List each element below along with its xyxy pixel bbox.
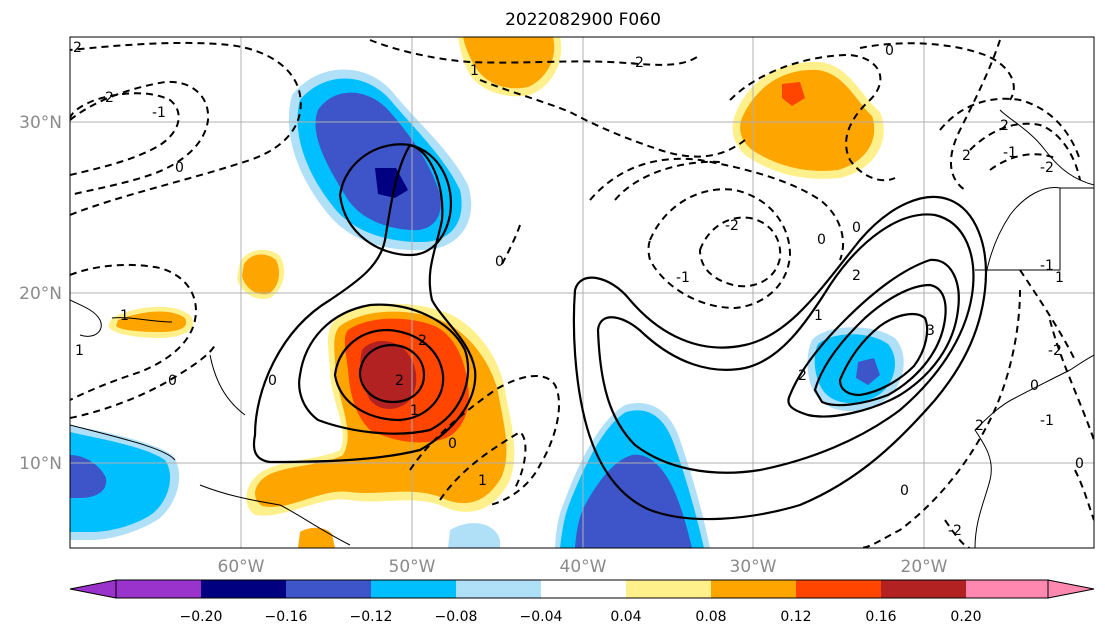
lon-label-60w: 60°W [218, 557, 265, 577]
contour-label: 1 [470, 63, 479, 79]
contour-label: 2 [798, 368, 807, 384]
contour-label: 2 [852, 268, 861, 284]
contour-label: -1 [152, 105, 166, 121]
contour-label: -1 [1040, 413, 1054, 429]
contour-label: 1 [814, 308, 823, 324]
contour-label: 0 [817, 232, 826, 248]
contour-label: 2 [962, 148, 971, 164]
colorbar-tick: 0.08 [695, 609, 726, 625]
contour-label: 0 [1030, 378, 1039, 394]
lat-label-30n: 30°N [19, 113, 62, 133]
contour-label: 0 [168, 373, 177, 389]
contour-label: -2 [948, 523, 962, 539]
contour-label: -2 [1048, 343, 1062, 359]
colorbar-swatch [201, 580, 286, 598]
lat-label-10n: 10°N [19, 454, 62, 474]
contour-label: 2 [395, 373, 404, 389]
colorbar-swatch [456, 580, 541, 598]
contour-label: -2 [630, 55, 644, 71]
colorbar-swatch [881, 580, 966, 598]
contour-label: -1 [1003, 145, 1017, 161]
lat-label-20n: 20°N [19, 284, 62, 304]
contour-label: 0 [852, 220, 861, 236]
graticule [70, 37, 1094, 548]
colorbar-tick: −0.04 [520, 609, 563, 625]
contour-label: 1 [478, 473, 487, 489]
coastlines [70, 109, 1094, 548]
contour-label: 0 [1075, 456, 1084, 472]
colorbar-tick: −0.16 [265, 609, 308, 625]
contour-label: -1 [676, 270, 690, 286]
colorbar-tick: 0.04 [610, 609, 641, 625]
map-title: 2022082900 F060 [505, 10, 661, 30]
contour-label: 2 [975, 418, 984, 434]
colorbar-tick: 0.16 [865, 609, 896, 625]
contour-label: 0 [900, 483, 909, 499]
colorbar-swatch [796, 580, 881, 598]
colorbar-swatch [966, 580, 1048, 598]
colorbar-tick: −0.12 [350, 609, 393, 625]
contour-label: -2 [1040, 160, 1054, 176]
colorbar-swatch [541, 580, 626, 598]
colorbar-tick: −0.08 [435, 609, 478, 625]
map-area: 2 -2 -1 -2 0 0 -2 0 2 -1 1 0 0 0 -2 -1 0… [70, 37, 1094, 548]
lon-label-20w: 20°W [901, 557, 948, 577]
colorbar-tick: 0.20 [950, 609, 981, 625]
colorbar: −0.20 −0.16 −0.12 −0.08 −0.04 0.04 0.08 … [69, 579, 1095, 625]
colorbar-tick: −0.20 [180, 609, 223, 625]
lon-label-50w: 50°W [389, 557, 436, 577]
colorbar-extend-min [69, 579, 117, 599]
colorbar-tick: 0.12 [780, 609, 811, 625]
contour-label: 0 [175, 160, 184, 176]
contour-label: 0 [268, 373, 277, 389]
contour-label: 1 [120, 308, 129, 324]
colorbar-extend-max [1047, 579, 1095, 599]
colorbar-swatch [371, 580, 456, 598]
contour-label: 3 [926, 323, 935, 339]
colorbar-swatch [626, 580, 711, 598]
map-frame [69, 36, 1095, 549]
contours [70, 39, 1094, 548]
contour-label: 1 [410, 403, 419, 419]
contour-label: 2 [73, 40, 82, 56]
lon-label-30w: 30°W [730, 557, 777, 577]
contour-label: -2 [100, 90, 114, 106]
contour-label: 2 [418, 333, 427, 349]
contour-label: 1 [1055, 270, 1064, 286]
lon-label-40w: 40°W [560, 557, 607, 577]
contour-label: 2 [1000, 118, 1009, 134]
contour-label: 0 [885, 43, 894, 59]
contour-label: 0 [495, 254, 504, 270]
contour-label: 0 [448, 436, 457, 452]
colorbar-swatch [286, 580, 371, 598]
contour-label: -2 [725, 218, 739, 234]
contour-label: -1 [1040, 258, 1054, 274]
colorbar-swatch [116, 580, 201, 598]
colorbar-swatch [711, 580, 796, 598]
contour-label: 1 [75, 343, 84, 359]
contour-labels: 2 -2 -1 -2 0 0 -2 0 2 -1 1 0 0 0 -2 -1 0… [73, 40, 1084, 539]
